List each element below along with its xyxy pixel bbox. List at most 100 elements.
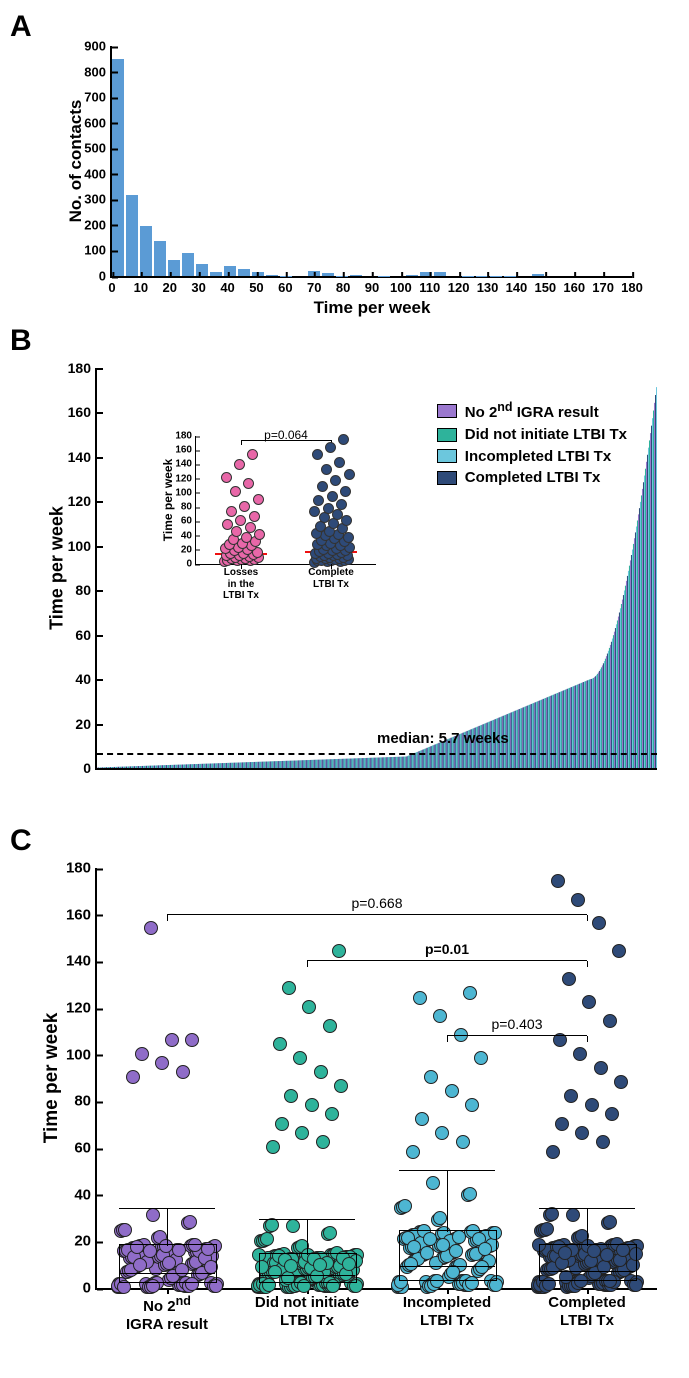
x-tick: 130 — [477, 276, 499, 295]
y-tick: 100 — [66, 1046, 97, 1063]
error-bar-stem — [307, 1220, 308, 1255]
panel-c-letter: C — [10, 824, 679, 858]
y-tick: 600 — [84, 115, 112, 130]
outlier-point — [562, 972, 576, 986]
y-tick: 120 — [68, 493, 97, 509]
x-tick: 10 — [134, 276, 148, 295]
data-point — [566, 1208, 580, 1222]
inset-y-tick: 100 — [175, 487, 196, 498]
outlier-point — [323, 1019, 337, 1033]
y-tick: 20 — [75, 716, 97, 732]
legend-swatch — [437, 404, 457, 418]
box — [259, 1253, 356, 1283]
outlier-point — [555, 1117, 569, 1131]
x-tick: 30 — [191, 276, 205, 295]
data-point — [260, 1232, 274, 1246]
data-point — [183, 1215, 197, 1229]
data-point — [545, 1207, 559, 1221]
data-point — [433, 1211, 447, 1225]
outlier-point — [463, 986, 477, 1000]
panel-a: No. of contacts Time per week 0100200300… — [70, 46, 670, 316]
y-tick: 160 — [68, 404, 97, 420]
outlier-point — [126, 1070, 140, 1084]
outlier-point — [571, 893, 585, 907]
figure: A No. of contacts Time per week 01002003… — [10, 10, 679, 1368]
scatter-box-plot: Time per week 020406080100120140160180No… — [95, 868, 657, 1290]
x-tick: 80 — [336, 276, 350, 295]
panel-b: Time per week No 2nd IGRA resultDid not … — [50, 368, 670, 808]
x-tick: 60 — [278, 276, 292, 295]
panel-a-xlabel: Time per week — [314, 298, 431, 318]
comparison-bracket — [447, 1035, 587, 1036]
box — [119, 1244, 216, 1283]
outlier-point — [406, 1145, 420, 1159]
inset-point — [330, 475, 341, 486]
outlier-point — [314, 1065, 328, 1079]
outlier-point — [424, 1070, 438, 1084]
histogram-bar — [140, 226, 152, 276]
x-tick: 140 — [506, 276, 528, 295]
inset-point — [321, 464, 332, 475]
y-tick: 900 — [84, 39, 112, 54]
outlier-point — [144, 921, 158, 935]
y-tick: 140 — [68, 449, 97, 465]
outlier-point — [582, 995, 596, 1009]
y-tick: 800 — [84, 64, 112, 79]
x-tick: 50 — [249, 276, 263, 295]
x-tick: 110 — [419, 276, 440, 295]
outlier-point — [585, 1098, 599, 1112]
outlier-point — [413, 991, 427, 1005]
x-tick: 90 — [365, 276, 379, 295]
legend-label: Incompleted LTBI Tx — [465, 446, 611, 468]
outlier-point — [614, 1075, 628, 1089]
inset-point — [334, 457, 345, 468]
y-tick: 0 — [83, 760, 97, 776]
comparison-pvalue: p=0.01 — [425, 941, 469, 957]
sorted-bar-plot: Time per week No 2nd IGRA resultDid not … — [95, 368, 657, 770]
outlier-point — [445, 1084, 459, 1098]
outlier-point — [316, 1135, 330, 1149]
y-tick: 700 — [84, 90, 112, 105]
legend-item: Completed LTBI Tx — [437, 467, 627, 489]
outlier-point — [282, 981, 296, 995]
inset-bracket — [241, 440, 331, 441]
y-tick: 100 — [84, 243, 112, 258]
inset-point — [332, 509, 343, 520]
x-tick: 70 — [307, 276, 321, 295]
histogram-bar — [126, 195, 138, 276]
median-label: median: 5.7 weeks — [377, 730, 509, 747]
x-tick: 180 — [621, 276, 643, 295]
x-tick: 100 — [390, 276, 412, 295]
outlier-point — [305, 1098, 319, 1112]
inset-point — [247, 449, 258, 460]
outlier-point — [176, 1065, 190, 1079]
legend-label: Did not initiate LTBI Tx — [465, 424, 627, 446]
inset-point — [317, 481, 328, 492]
inset-y-tick: 160 — [175, 445, 196, 456]
y-tick: 80 — [74, 1093, 97, 1110]
outlier-point — [415, 1112, 429, 1126]
comparison-pvalue: p=0.668 — [352, 895, 403, 911]
histogram-bar — [322, 273, 334, 276]
y-tick: 300 — [84, 192, 112, 207]
histogram-bar — [378, 276, 390, 277]
data-point — [540, 1222, 554, 1236]
legend-item: Did not initiate LTBI Tx — [437, 424, 627, 446]
legend-label: Completed LTBI Tx — [465, 467, 601, 489]
inset-point — [249, 511, 260, 522]
inset-y-tick: 120 — [175, 473, 196, 484]
outlier-point — [433, 1009, 447, 1023]
histogram-plot: No. of contacts Time per week 0100200300… — [110, 46, 632, 278]
data-point — [323, 1226, 337, 1240]
histogram-bar — [112, 59, 124, 276]
inset-point — [221, 472, 232, 483]
inset-y-tick: 40 — [181, 530, 196, 541]
inset-category-label: Lossesin theLTBI Tx — [206, 564, 276, 602]
box-median — [259, 1275, 354, 1276]
histogram-bar — [182, 253, 194, 277]
category-label: Did not initiateLTBI Tx — [239, 1288, 375, 1330]
x-tick: 150 — [534, 276, 556, 295]
outlier-point — [284, 1089, 298, 1103]
data-point — [398, 1199, 412, 1213]
histogram-bars — [112, 46, 632, 276]
